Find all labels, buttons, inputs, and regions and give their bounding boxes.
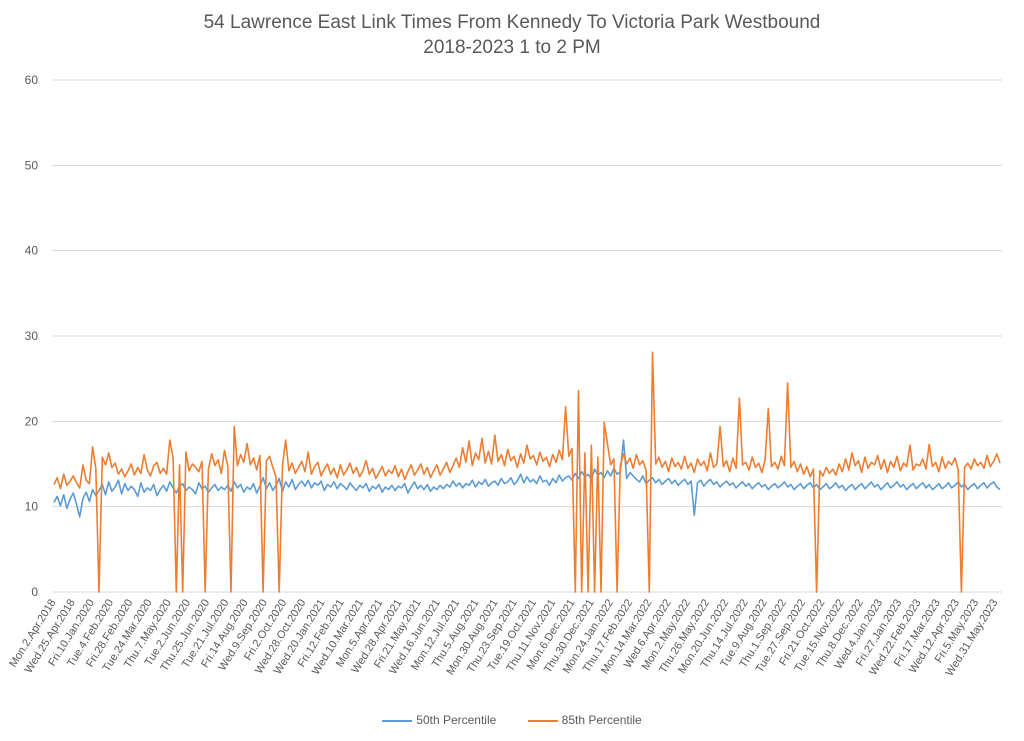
legend-swatch-50th (382, 719, 413, 722)
y-tick-label: 20 (25, 414, 39, 428)
y-tick-label: 10 (25, 500, 39, 514)
legend-item-50th: 50th Percentile (382, 713, 496, 727)
y-tick-label: 0 (31, 585, 38, 599)
y-tick-label: 40 (25, 244, 39, 258)
chart-subtitle: 2018-2023 1 to 2 PM (423, 37, 601, 58)
legend-swatch-85th (527, 719, 558, 722)
legend-item-85th: 85th Percentile (527, 713, 642, 727)
legend-label-50th: 50th Percentile (416, 713, 497, 727)
series-line-50th-percentile (53, 439, 1001, 518)
y-tick-label: 50 (25, 158, 39, 172)
y-tick-label: 30 (25, 329, 39, 343)
series-line-85th-percentile (53, 351, 1001, 593)
chart-title: 54 Lawrence East Link Times From Kennedy… (203, 12, 821, 33)
legend-label-85th: 85th Percentile (561, 713, 642, 727)
y-tick-label: 60 (25, 73, 39, 87)
chart-legend: 50th Percentile 85th Percentile (0, 713, 1024, 727)
